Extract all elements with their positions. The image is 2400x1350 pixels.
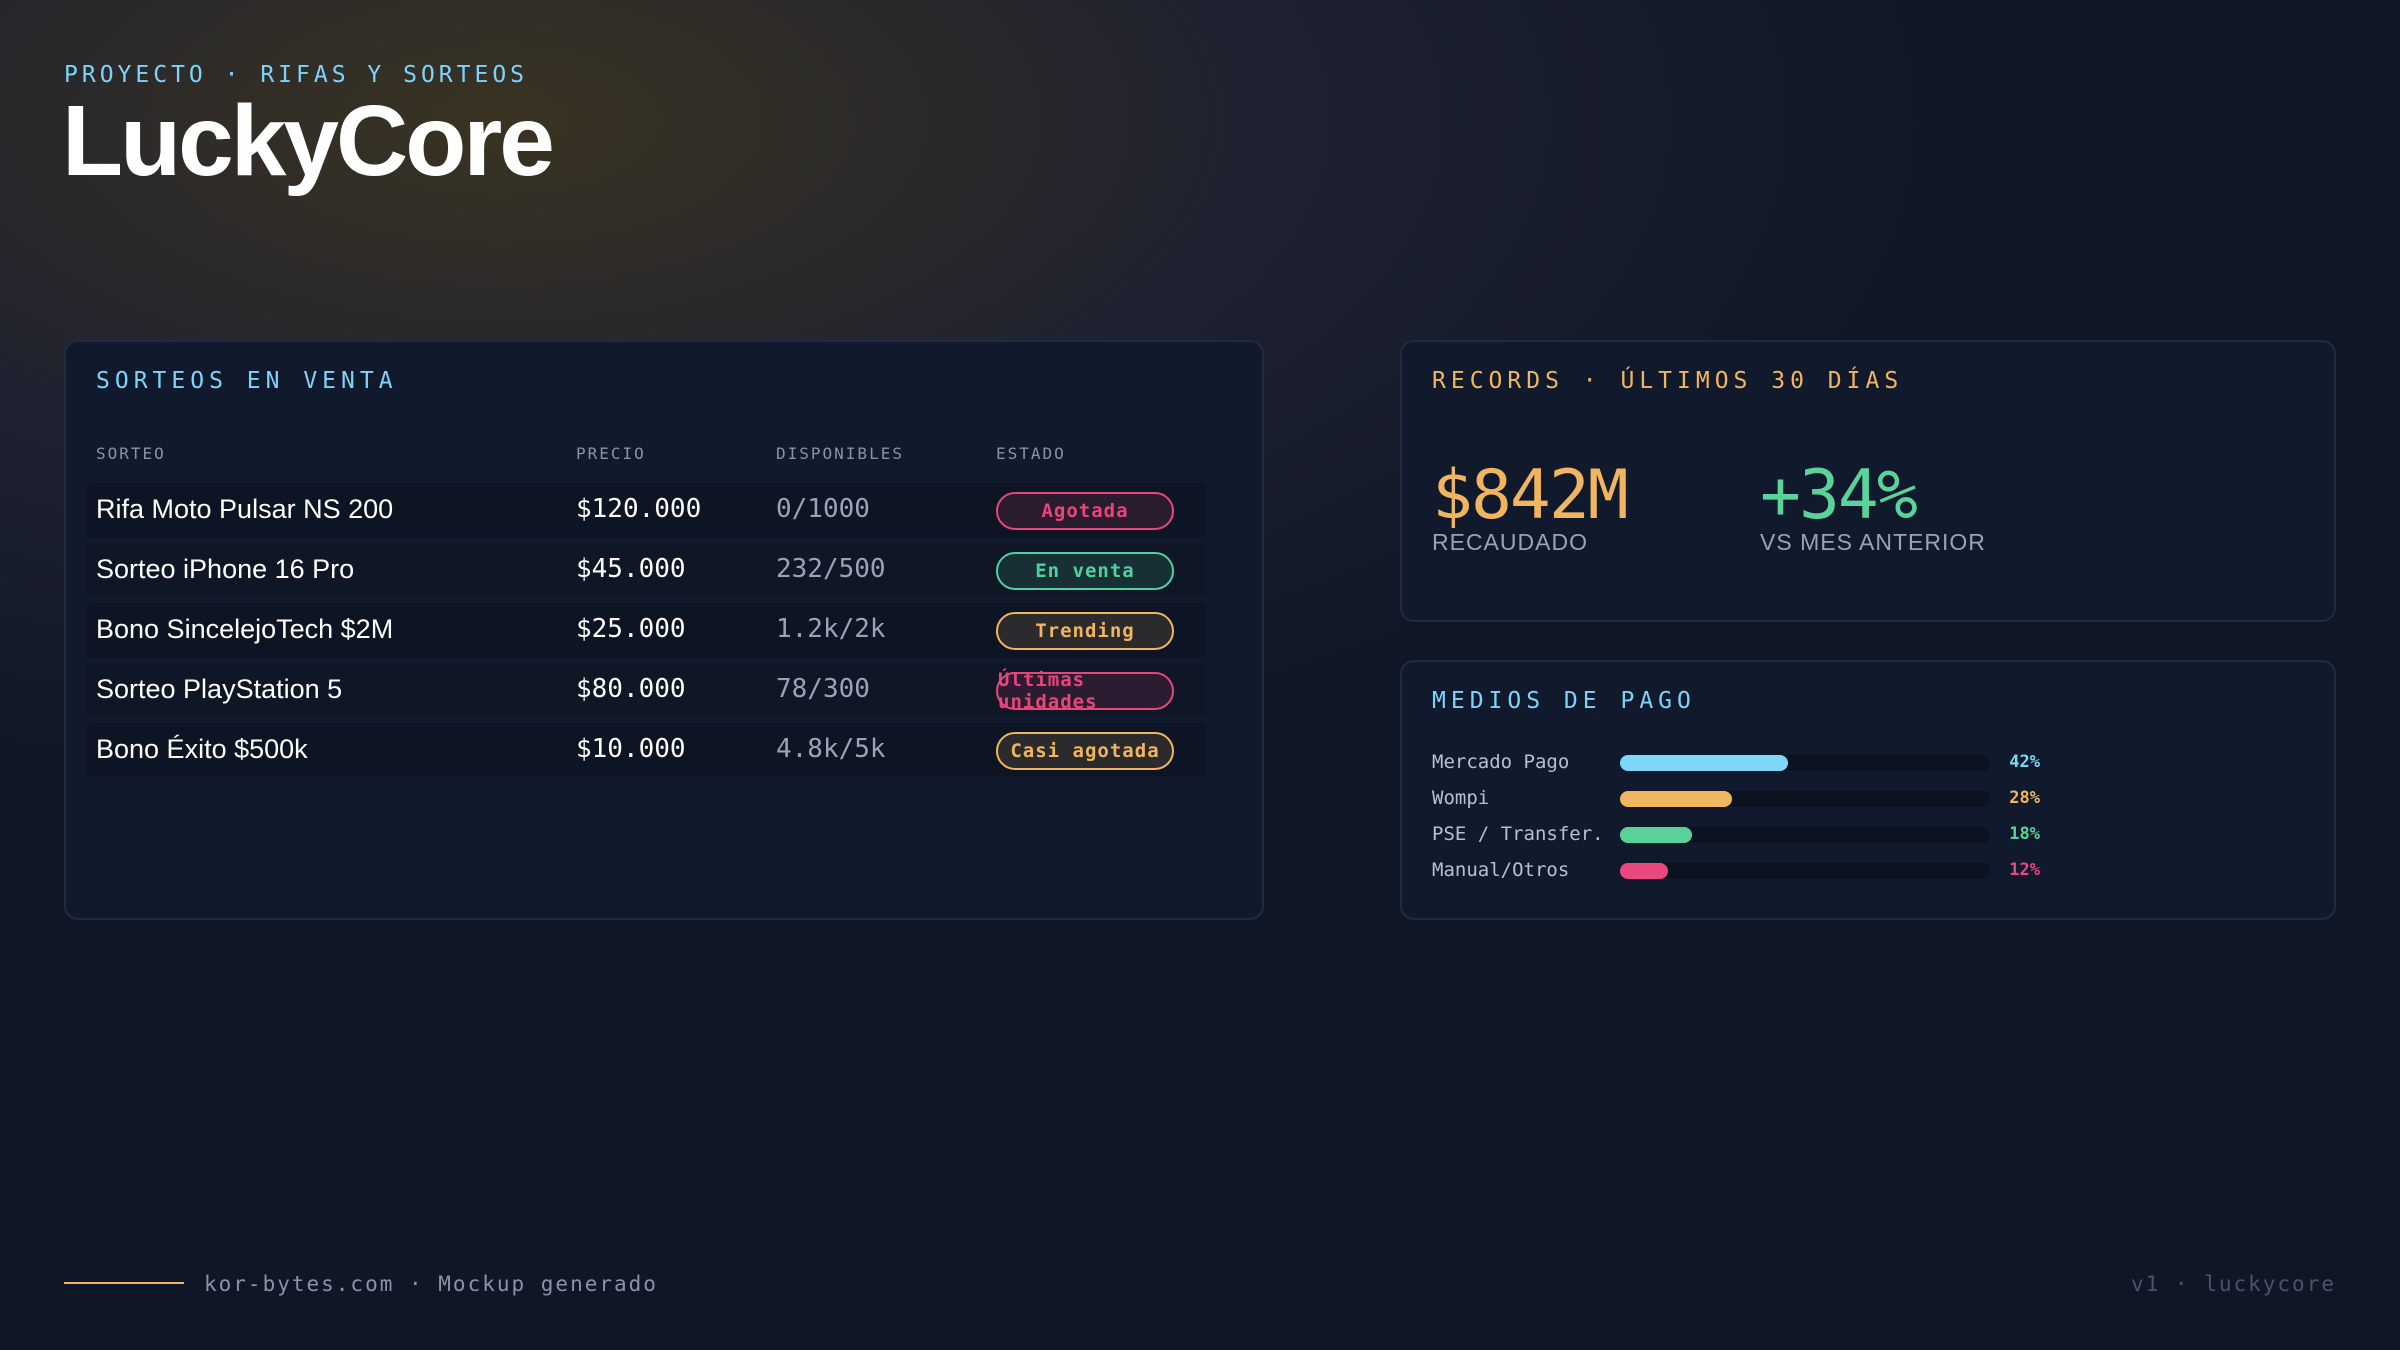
- panel-title: RECORDS · ÚLTIMOS 30 DÍAS: [1432, 368, 1904, 394]
- raffle-price: $45.000: [576, 554, 686, 584]
- metric-value: +34%: [1760, 456, 1918, 535]
- status-badge: En venta: [996, 552, 1174, 590]
- bar: [1620, 863, 1668, 879]
- raffle-price: $120.000: [576, 494, 702, 524]
- raffle-name: Bono Éxito $500k: [96, 734, 308, 764]
- app-title: LuckyCore: [62, 85, 555, 197]
- status-badge: Últimas unidades: [996, 669, 1174, 713]
- value-label: 28%: [2009, 788, 2040, 808]
- metric-label: VS MES ANTERIOR: [1760, 529, 1986, 555]
- column-header: SORTEO: [96, 444, 166, 463]
- raffle-name: Sorteo PlayStation 5: [96, 674, 343, 704]
- records-panel: [1400, 340, 2336, 622]
- metric-value: $842M: [1432, 456, 1629, 535]
- payment-name: Wompi: [1432, 787, 1490, 809]
- column-header: PRECIO: [576, 444, 646, 463]
- footer-right: v1 · luckycore: [2130, 1272, 2336, 1296]
- bar: [1620, 791, 1732, 807]
- value-label: 18%: [2009, 824, 2040, 844]
- footer-left: kor-bytes.com · Mockup generado: [204, 1272, 658, 1296]
- status-badge: Trending: [996, 612, 1174, 650]
- raffle-price: $10.000: [576, 734, 686, 764]
- bar-track: [1620, 863, 1990, 879]
- bar: [1620, 755, 1788, 771]
- raffle-available: 232/500: [776, 554, 886, 584]
- raffle-price: $25.000: [576, 614, 686, 644]
- value-label: 42%: [2009, 752, 2040, 772]
- raffle-available: 0/1000: [776, 494, 870, 524]
- eyebrow: PROYECTO · RIFAS Y SORTEOS: [64, 62, 529, 88]
- payment-name: Mercado Pago: [1432, 751, 1570, 773]
- payment-name: PSE / Transfer.: [1432, 823, 1604, 845]
- raffle-available: 78/300: [776, 674, 870, 704]
- status-badge: Casi agotada: [996, 732, 1174, 770]
- column-header: DISPONIBLES: [776, 444, 904, 463]
- raffle-name: Bono SincelejoTech $2M: [96, 614, 394, 644]
- raffle-available: 4.8k/5k: [776, 734, 886, 764]
- raffle-name: Sorteo iPhone 16 Pro: [96, 554, 355, 584]
- raffle-name: Rifa Moto Pulsar NS 200: [96, 494, 394, 524]
- column-header: ESTADO: [996, 444, 1066, 463]
- footer-rule: [64, 1282, 184, 1284]
- bar-track: [1620, 827, 1990, 843]
- raffle-available: 1.2k/2k: [776, 614, 886, 644]
- payment-name: Manual/Otros: [1432, 859, 1570, 881]
- panel-title: SORTEOS EN VENTA: [96, 368, 398, 394]
- panel-title: MEDIOS DE PAGO: [1432, 688, 1696, 714]
- bar: [1620, 827, 1692, 843]
- metric-label: RECAUDADO: [1432, 529, 1588, 555]
- value-label: 12%: [2009, 860, 2040, 880]
- status-badge: Agotada: [996, 492, 1174, 530]
- raffle-price: $80.000: [576, 674, 686, 704]
